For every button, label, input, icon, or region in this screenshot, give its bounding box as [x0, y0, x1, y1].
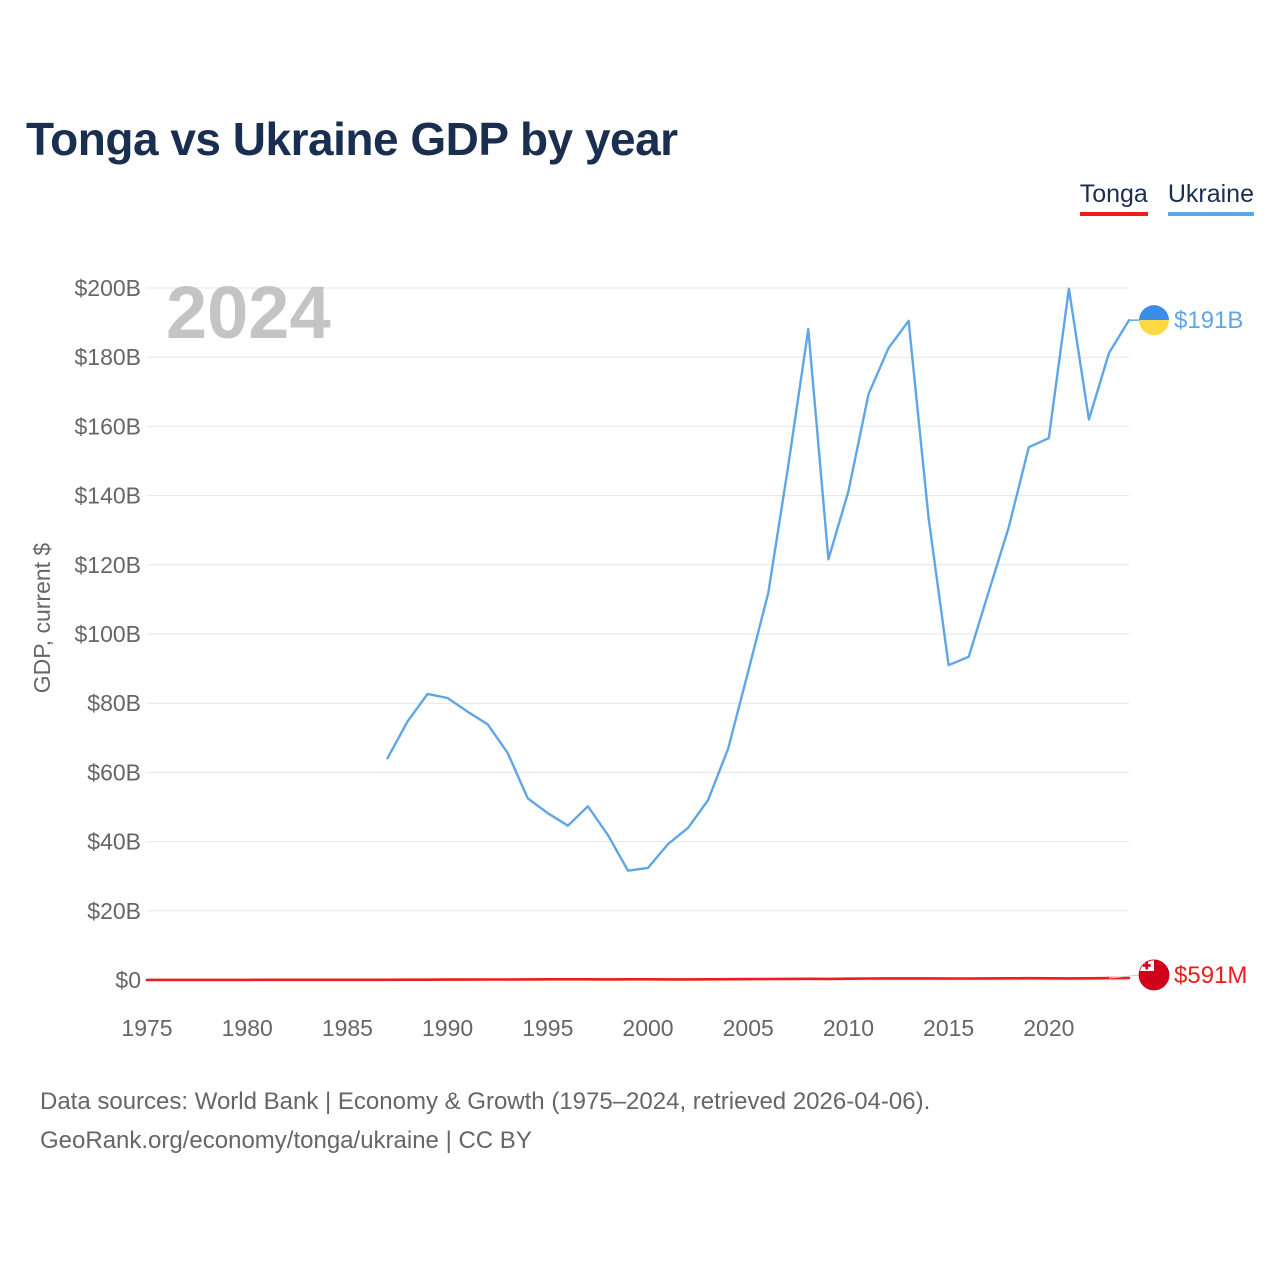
- series-lines: [145, 287, 1131, 982]
- y-tick-label: $60B: [87, 759, 141, 785]
- tonga-flag-icon: [1138, 959, 1170, 991]
- x-tick-label: 1995: [522, 1015, 573, 1041]
- y-axis-label: GDP, current $: [29, 543, 55, 694]
- y-tick-label: $20B: [87, 898, 141, 924]
- source-link[interactable]: GeoRank.org/economy/tonga/ukraine | CC B…: [40, 1127, 532, 1154]
- year-watermark: 2024: [166, 271, 331, 354]
- x-tick-label: 2005: [723, 1015, 774, 1041]
- tonga-end-value: $591M: [1174, 962, 1247, 989]
- x-tick-label: 2000: [622, 1015, 673, 1041]
- end-markers: $191B $591M: [1108, 305, 1247, 991]
- chart-title: Tonga vs Ukraine GDP by year: [26, 113, 678, 165]
- series-line-tonga[interactable]: [145, 976, 1131, 982]
- legend-item-tonga[interactable]: Tonga: [1079, 180, 1148, 216]
- ukraine-flag-icon: [1139, 305, 1169, 336]
- y-tick-label: $80B: [87, 690, 141, 716]
- x-tick-label: 1975: [121, 1015, 172, 1041]
- x-axis-ticks: 1975 1980 1985 1990 1995 2000 2005 2010 2015 2020: [121, 1015, 1074, 1041]
- y-tick-label: $100B: [74, 621, 141, 647]
- tonga-leader-line: [1108, 974, 1141, 979]
- y-tick-label: $180B: [74, 344, 141, 370]
- y-tick-label: $140B: [74, 483, 141, 509]
- x-tick-label: 1980: [222, 1015, 273, 1041]
- x-tick-label: 1990: [422, 1015, 473, 1041]
- y-tick-label: $160B: [74, 413, 141, 439]
- y-tick-label: $200B: [74, 275, 141, 301]
- data-sources-text: Data sources: World Bank | Economy & Gro…: [40, 1088, 931, 1115]
- series-line-ukraine[interactable]: [386, 287, 1131, 872]
- footer: Data sources: World Bank | Economy & Gro…: [40, 1082, 930, 1160]
- x-tick-label: 2020: [1023, 1015, 1074, 1041]
- y-tick-label: $120B: [74, 552, 141, 578]
- legend: Tonga Ukraine: [1079, 180, 1254, 216]
- legend-item-ukraine[interactable]: Ukraine: [1167, 180, 1254, 216]
- x-tick-label: 1985: [322, 1015, 373, 1041]
- ukraine-end-value: $191B: [1174, 307, 1243, 334]
- grid-lines: [147, 287, 1129, 981]
- y-tick-label: $0: [115, 967, 141, 993]
- x-tick-label: 2015: [923, 1015, 974, 1041]
- y-tick-label: $40B: [87, 829, 141, 855]
- y-axis-ticks: $0 $20B $40B $60B $80B $100B $120B $140B $160B $1…: [74, 275, 141, 993]
- x-tick-label: 2010: [823, 1015, 874, 1041]
